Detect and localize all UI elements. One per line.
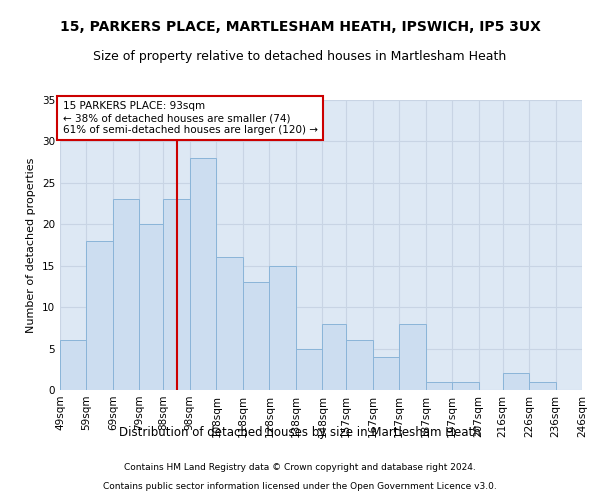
Bar <box>190 158 217 390</box>
Bar <box>139 224 163 390</box>
Text: Distribution of detached houses by size in Martlesham Heath: Distribution of detached houses by size … <box>119 426 481 439</box>
Text: 15, PARKERS PLACE, MARTLESHAM HEATH, IPSWICH, IP5 3UX: 15, PARKERS PLACE, MARTLESHAM HEATH, IPS… <box>59 20 541 34</box>
Bar <box>425 382 452 390</box>
Bar <box>373 357 399 390</box>
Bar <box>163 200 190 390</box>
Y-axis label: Number of detached properties: Number of detached properties <box>26 158 37 332</box>
Bar <box>86 241 113 390</box>
Text: Contains HM Land Registry data © Crown copyright and database right 2024.: Contains HM Land Registry data © Crown c… <box>124 464 476 472</box>
Text: Size of property relative to detached houses in Martlesham Heath: Size of property relative to detached ho… <box>94 50 506 63</box>
Bar <box>346 340 373 390</box>
Bar <box>452 382 479 390</box>
Text: 15 PARKERS PLACE: 93sqm
← 38% of detached houses are smaller (74)
61% of semi-de: 15 PARKERS PLACE: 93sqm ← 38% of detache… <box>62 102 317 134</box>
Bar <box>296 348 322 390</box>
Bar <box>322 324 346 390</box>
Bar <box>60 340 86 390</box>
Bar <box>269 266 296 390</box>
Bar <box>243 282 269 390</box>
Text: Contains public sector information licensed under the Open Government Licence v3: Contains public sector information licen… <box>103 482 497 491</box>
Bar <box>529 382 556 390</box>
Bar <box>217 258 243 390</box>
Bar <box>399 324 425 390</box>
Bar <box>503 374 529 390</box>
Bar <box>113 200 139 390</box>
